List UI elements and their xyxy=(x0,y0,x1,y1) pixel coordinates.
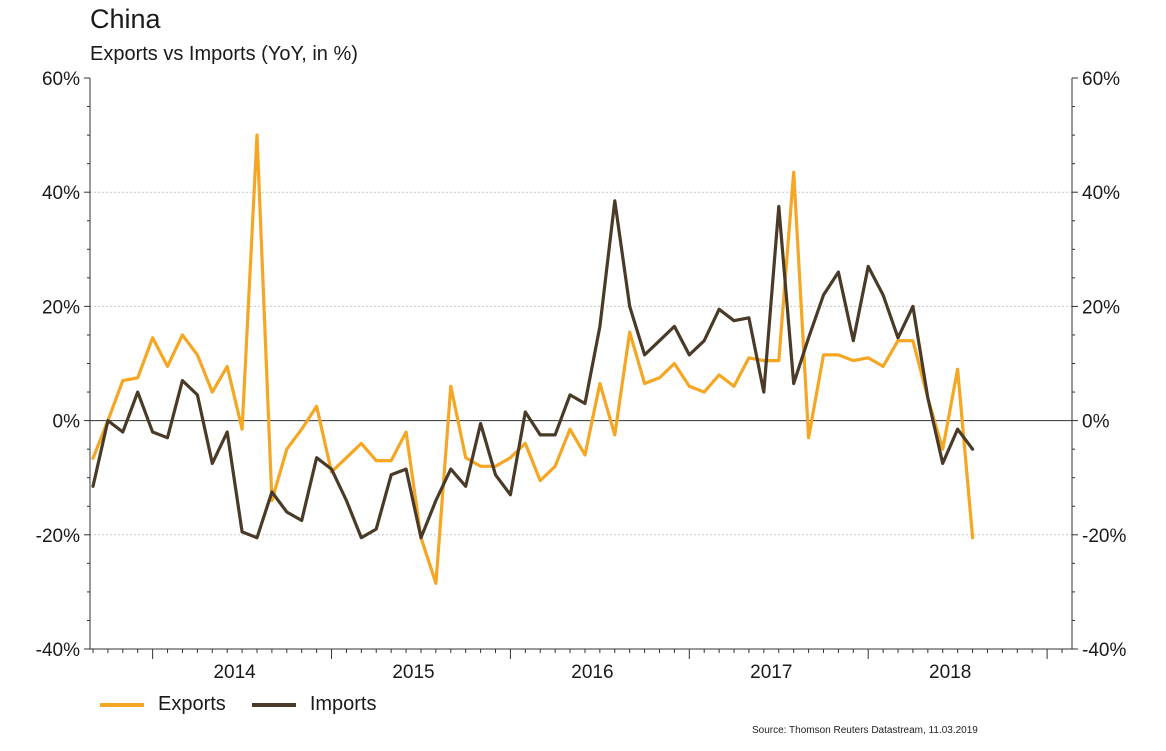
legend-swatch-exports xyxy=(100,702,144,707)
legend-item-imports: Imports xyxy=(251,693,377,716)
y-tick-label-right: 20% xyxy=(1082,297,1120,318)
y-axis-labels-left: 60% 40% 20% 0% -20% -40% xyxy=(36,69,80,661)
y-axis-labels-right: 60% 40% 20% 0% -20% -40% xyxy=(1082,69,1126,661)
y-tick-label-left: -40% xyxy=(36,640,80,661)
x-tick-label: 2017 xyxy=(750,662,792,683)
y-tick-label-right: -20% xyxy=(1082,526,1126,547)
y-tick-label-left: 60% xyxy=(42,69,80,90)
x-tick-label: 2015 xyxy=(392,662,434,683)
legend: Exports Imports xyxy=(100,693,403,716)
gridlines xyxy=(90,191,1072,536)
legend-label-imports: Imports xyxy=(309,693,377,715)
y-tick-label-left: -20% xyxy=(36,526,80,547)
axes xyxy=(84,77,1078,659)
series-line-exports xyxy=(91,133,975,585)
chart-title: China xyxy=(90,4,161,34)
y-tick-label-right: 60% xyxy=(1082,69,1120,90)
legend-label-exports: Exports xyxy=(158,693,226,715)
legend-item-exports: Exports xyxy=(100,693,226,716)
x-tick-label: 2014 xyxy=(213,662,256,683)
chart-subtitle: Exports vs Imports (YoY, in %) xyxy=(90,43,358,65)
y-tick-label-right: 40% xyxy=(1082,183,1120,204)
y-tick-label-left: 40% xyxy=(42,183,80,204)
x-tick-label: 2018 xyxy=(929,662,971,683)
x-axis-labels: 2014 2015 2016 2017 2018 xyxy=(213,662,971,683)
series-line-imports xyxy=(91,199,975,540)
y-tick-label-left: 0% xyxy=(53,412,81,433)
legend-swatch-imports xyxy=(251,702,296,707)
y-tick-label-right: -40% xyxy=(1082,640,1126,661)
series-lines xyxy=(91,133,975,585)
y-tick-label-left: 20% xyxy=(42,297,80,318)
y-tick-label-right: 0% xyxy=(1082,412,1110,433)
x-tick-label: 2016 xyxy=(571,662,613,683)
source-note: Source: Thomson Reuters Datastream, 11.0… xyxy=(752,725,978,736)
